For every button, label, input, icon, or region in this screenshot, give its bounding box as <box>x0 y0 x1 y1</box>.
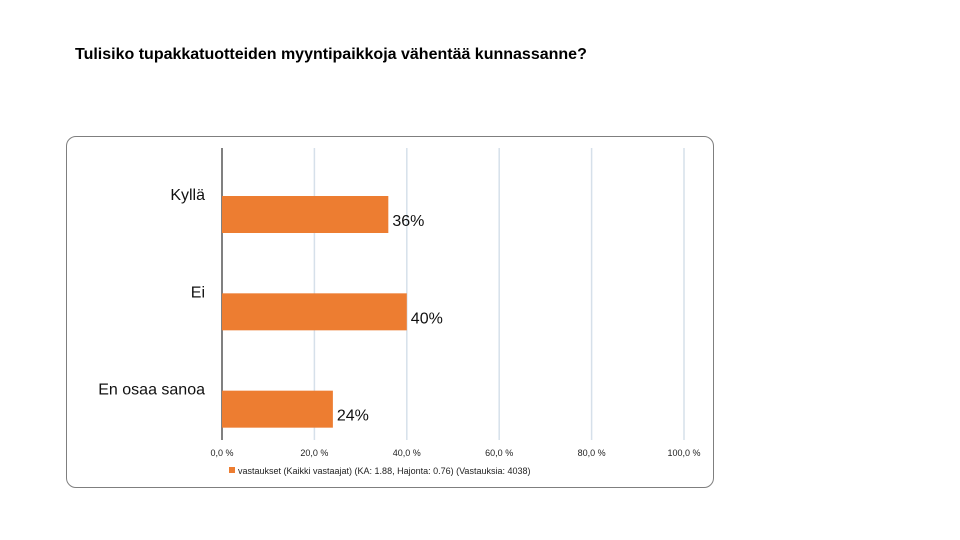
data-label: 24% <box>337 408 369 425</box>
x-tick-label: 60,0 % <box>485 448 513 458</box>
x-tick-label: 80,0 % <box>578 448 606 458</box>
data-label: 40% <box>411 310 443 327</box>
category-label: Kyllä <box>170 187 205 204</box>
chart-title: Tulisiko tupakkatuotteiden myyntipaikkoj… <box>75 46 587 63</box>
category-label: Ei <box>191 284 205 301</box>
x-tick-label: 100,0 % <box>667 448 700 458</box>
data-label: 36% <box>392 213 424 230</box>
x-tick-label: 0,0 % <box>210 448 233 458</box>
x-tick-label: 20,0 % <box>300 448 328 458</box>
bar <box>222 293 407 331</box>
bar <box>222 390 333 428</box>
legend-label: vastaukset (Kaikki vastaajat) (KA: 1.88,… <box>238 466 530 476</box>
x-tick-label: 40,0 % <box>393 448 421 458</box>
bar <box>222 196 389 233</box>
category-label: En osaa sanoa <box>98 382 205 399</box>
legend-swatch <box>229 467 235 473</box>
